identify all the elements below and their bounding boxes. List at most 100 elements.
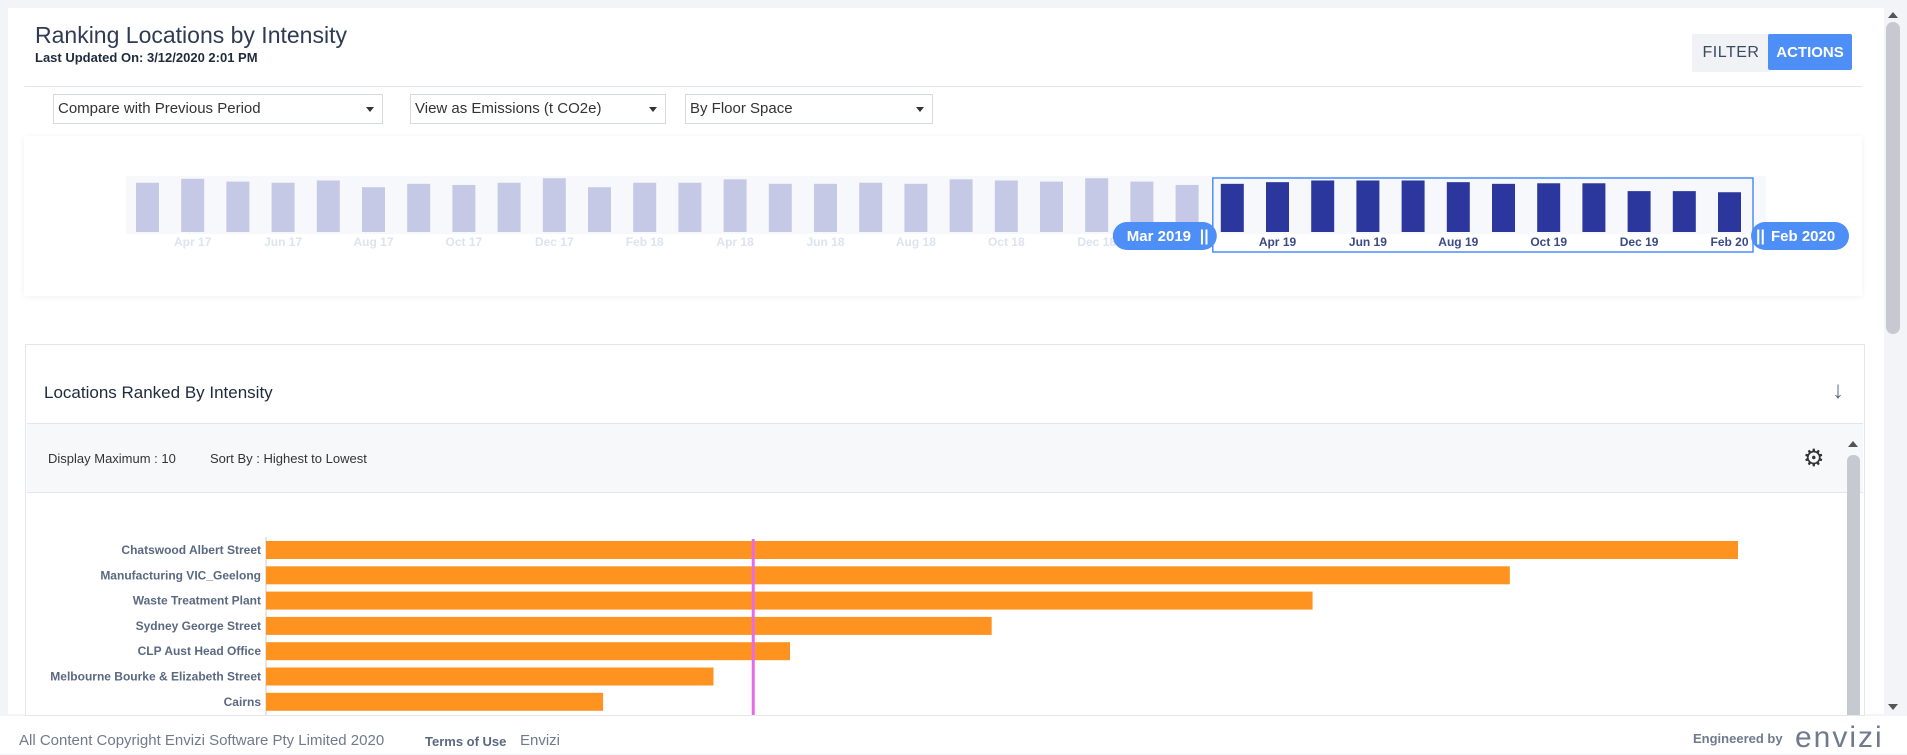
timeline-bar	[407, 183, 431, 232]
timeline-bar	[768, 183, 792, 232]
last-updated-label: Last Updated On:	[35, 50, 144, 65]
timeline-x-label: Jun 19	[1349, 235, 1387, 249]
sort-by[interactable]: Sort By : Highest to Lowest	[210, 451, 367, 466]
end-handle	[1751, 222, 1849, 250]
timeline-bar	[1040, 181, 1063, 232]
ranking-label: Waste Treatment Plant	[133, 594, 261, 608]
filter-button[interactable]: FILTER	[1692, 34, 1770, 72]
arrow-down-icon[interactable]: ↓	[1832, 377, 1844, 404]
timeline-x-label: Dec 18	[1077, 235, 1116, 249]
ranking-bar	[266, 692, 604, 711]
engineered-by-text: Engineered by	[1693, 731, 1783, 746]
ranking-bar	[266, 642, 791, 661]
timeline-bar	[723, 179, 747, 232]
timeline-bar	[181, 178, 205, 232]
page-title: Ranking Locations by Intensity	[35, 22, 347, 48]
timeline-bar	[542, 178, 566, 232]
page-scrollbar-thumb[interactable]	[1886, 22, 1900, 334]
terms-link[interactable]: Terms of Use	[425, 734, 507, 749]
timeline-bar	[1266, 182, 1289, 232]
panel-scrollbar[interactable]	[1844, 441, 1862, 715]
timeline-bar	[1401, 180, 1425, 232]
last-updated-value: 3/12/2020 2:01 PM	[146, 50, 258, 65]
timeline-bar	[362, 187, 385, 232]
ranking-chart: Chatswood Albert Street Manufacturing VIC…	[50, 537, 1738, 715]
timeline-bar	[859, 182, 883, 232]
timeline-bar	[949, 179, 973, 232]
drag-handle-icon: ||	[1200, 228, 1209, 245]
timeline-x-label: Jun 17	[264, 235, 302, 249]
timeline-x-label: Aug 18	[896, 235, 936, 249]
timeline-svg: Apr 17 Jun 17 Aug 17 Oct 17 Dec 17 Feb 18 Apr …	[126, 176, 1849, 253]
timeline-range-chart: Apr 17 Jun 17 Aug 17 Oct 17 Dec 17 Feb 18 Apr …	[24, 136, 1862, 296]
envizi-link[interactable]: Envizi	[520, 732, 561, 749]
view-as-value: View as Emissions (t CO2e)	[415, 100, 602, 117]
envizi-logo: envizi	[1795, 721, 1884, 754]
timeline-bar	[1492, 183, 1515, 232]
ranking-bar	[266, 541, 1738, 559]
timeline-bar	[633, 182, 657, 232]
timeline-bar	[1537, 183, 1561, 232]
timeline-bar	[1311, 180, 1335, 232]
ranking-label: Sydney George Street	[136, 619, 261, 633]
compare-period-select[interactable]: Compare with Previous Period	[53, 94, 383, 124]
ranking-panel: Locations Ranked By Intensity ↓ Display …	[25, 344, 1865, 716]
ranking-label: Manufacturing VIC_Geelong	[100, 568, 261, 582]
footer: All Content Copyright Envizi Software Pt…	[0, 716, 1907, 754]
copyright-text: All Content Copyright Envizi Software Pt…	[19, 732, 385, 749]
ranking-bar	[266, 566, 1510, 585]
page-scrollbar[interactable]	[1884, 8, 1901, 714]
end-handle-label: Feb 2020	[1771, 228, 1835, 245]
timeline-bar	[271, 182, 295, 232]
timeline-selection	[1212, 177, 1754, 253]
start-handle	[1112, 222, 1217, 250]
caret-down-icon	[366, 107, 374, 112]
timeline-bar	[588, 187, 611, 232]
timeline-bar	[1130, 181, 1154, 232]
timeline-x-label: Oct 19	[1530, 235, 1567, 249]
timeline-x-label: Aug 17	[353, 235, 393, 249]
caret-down-icon	[916, 107, 924, 112]
actions-button[interactable]: ACTIONS	[1768, 34, 1852, 70]
timeline-bar	[316, 180, 340, 232]
ranking-label: CLP Aust Head Office	[138, 644, 262, 658]
timeline-x-label: Apr 19	[1259, 235, 1297, 249]
timeline-bar	[226, 181, 250, 232]
timeline-bar	[1356, 180, 1380, 232]
timeline-bar	[497, 182, 521, 232]
scroll-down-icon[interactable]	[1888, 704, 1898, 710]
basis-select[interactable]: By Floor Space	[685, 94, 933, 124]
display-max-value: 10	[161, 451, 176, 466]
timeline-bar	[1718, 192, 1741, 232]
timeline-bar	[452, 184, 476, 232]
timeline-bar	[1672, 191, 1696, 232]
sort-by-value: Highest to Lowest	[263, 451, 367, 466]
timeline-bar	[1220, 183, 1244, 232]
timeline-x-label: Feb 18	[626, 235, 664, 249]
display-max-label: Display Maximum :	[48, 451, 158, 466]
gear-icon[interactable]: ⚙	[1803, 445, 1825, 472]
ranking-label: Cairns	[224, 695, 262, 709]
ranking-bar	[266, 616, 992, 635]
panel-scrollbar-thumb[interactable]	[1847, 455, 1860, 715]
ranking-bar	[266, 591, 1313, 610]
timeline-x-label: Apr 18	[716, 235, 754, 249]
timeline-bar	[1446, 182, 1470, 232]
scroll-up-icon[interactable]	[1848, 441, 1858, 447]
timeline-x-label: Apr 17	[174, 235, 212, 249]
panel-title: Locations Ranked By Intensity	[44, 383, 273, 402]
timeline-x-label: Oct 18	[988, 235, 1025, 249]
timeline-x-label: Dec 17	[535, 235, 574, 249]
timeline-x-label: Oct 17	[446, 235, 483, 249]
timeline-x-label: Jun 18	[806, 235, 844, 249]
view-as-select[interactable]: View as Emissions (t CO2e)	[410, 94, 666, 124]
drag-handle-icon: ||	[1756, 228, 1765, 245]
timeline-x-label: Feb 20	[1710, 235, 1748, 249]
scroll-up-icon[interactable]	[1888, 12, 1898, 18]
timeline-bar	[814, 183, 837, 232]
timeline-x-label: Aug 19	[1438, 235, 1478, 249]
basis-value: By Floor Space	[690, 100, 793, 117]
ranking-label: Chatswood Albert Street	[121, 543, 261, 557]
timeline-bar	[678, 182, 702, 232]
display-max[interactable]: Display Maximum : 10	[48, 451, 176, 466]
